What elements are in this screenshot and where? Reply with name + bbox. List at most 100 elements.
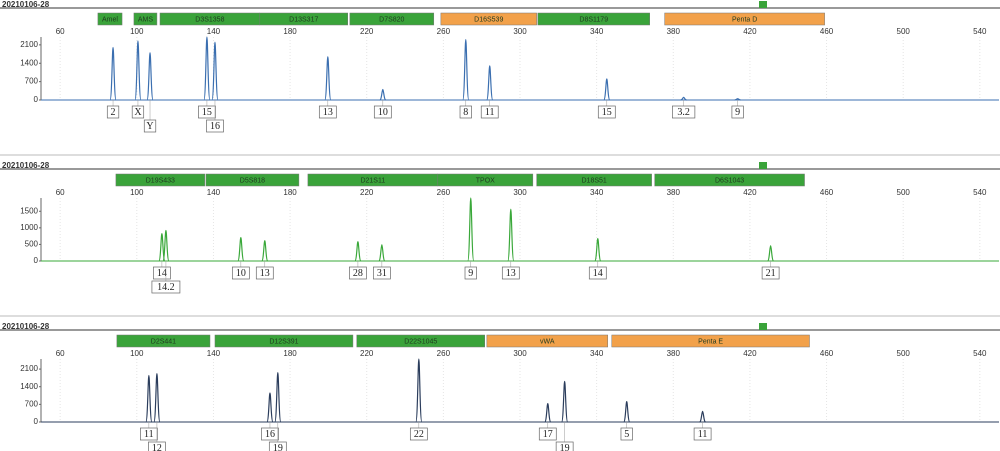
x-tick-label: 340 xyxy=(590,188,604,197)
panel-title: 20210106-28 xyxy=(2,322,50,331)
allele-box xyxy=(349,266,367,280)
peak xyxy=(146,52,154,101)
peak xyxy=(134,40,142,101)
allele-label: 14.2 xyxy=(157,282,175,293)
x-tick-label: 180 xyxy=(283,188,297,197)
x-tick-label: 220 xyxy=(360,188,374,197)
peak xyxy=(203,36,211,101)
peak xyxy=(261,240,269,262)
peak xyxy=(354,241,362,262)
y-tick-label: 1500 xyxy=(20,206,38,215)
allele-box xyxy=(597,105,616,119)
locus-name: TPOX xyxy=(476,177,495,184)
allele-label: 12 xyxy=(152,443,162,451)
x-tick-label: 340 xyxy=(590,27,604,36)
locus-name: D3S1358 xyxy=(195,16,224,23)
panel-title: 20210106-28 xyxy=(2,0,50,9)
panel-indicator xyxy=(759,162,767,169)
peak xyxy=(145,374,153,423)
allele-box xyxy=(409,427,428,441)
x-tick-label: 380 xyxy=(667,27,681,36)
allele-label: 19 xyxy=(273,443,283,451)
x-tick-label: 260 xyxy=(437,349,451,358)
x-tick-label: 180 xyxy=(283,27,297,36)
peak xyxy=(153,372,161,423)
locus-bar xyxy=(205,173,300,187)
locus-bar xyxy=(214,334,354,348)
x-tick-label: 340 xyxy=(590,349,604,358)
x-tick-label: 140 xyxy=(207,188,221,197)
locus-bar xyxy=(537,12,650,26)
allele-label: 31 xyxy=(377,268,387,279)
allele-label: X xyxy=(134,107,142,118)
peak xyxy=(594,238,602,262)
allele-box xyxy=(318,105,337,119)
allele-box xyxy=(620,427,633,441)
y-tick-label: 0 xyxy=(34,95,39,104)
allele-box xyxy=(480,105,499,119)
allele-label: 8 xyxy=(463,107,468,118)
locus-name: D7S820 xyxy=(379,16,404,23)
allele-label: 14 xyxy=(157,268,167,279)
peak xyxy=(561,380,569,423)
peak xyxy=(274,371,282,423)
y-tick-label: 0 xyxy=(34,256,39,265)
locus-name: D5S818 xyxy=(240,177,265,184)
x-tick-label: 140 xyxy=(207,349,221,358)
peak xyxy=(544,402,552,423)
peak xyxy=(462,39,470,101)
x-tick-label: 100 xyxy=(130,188,144,197)
y-tick-label: 2100 xyxy=(20,364,38,373)
locus-name: D19S433 xyxy=(146,177,175,184)
locus-bar xyxy=(115,173,206,187)
allele-label: 13 xyxy=(506,268,516,279)
allele-box xyxy=(198,105,216,119)
allele-label: 11 xyxy=(698,429,708,440)
allele-label: 16 xyxy=(210,121,220,132)
allele-label: 15 xyxy=(202,107,212,118)
allele-label: 5 xyxy=(624,429,629,440)
locus-name: Penta D xyxy=(732,16,757,23)
y-tick-label: 700 xyxy=(25,399,39,408)
x-tick-label: 180 xyxy=(283,349,297,358)
locus-name: D16S539 xyxy=(474,16,503,23)
allele-label: 9 xyxy=(735,107,740,118)
panel-indicator xyxy=(759,323,767,330)
locus-bar xyxy=(97,12,123,26)
peak xyxy=(237,237,245,262)
x-tick-label: 420 xyxy=(743,349,757,358)
locus-name: D6S1043 xyxy=(715,177,744,184)
locus-name: AMS xyxy=(138,16,154,23)
y-tick-label: 1000 xyxy=(20,223,38,232)
peak xyxy=(162,229,170,262)
peak xyxy=(379,88,387,101)
locus-bar xyxy=(437,173,534,187)
peak xyxy=(467,197,475,262)
peak xyxy=(507,208,515,262)
allele-box xyxy=(231,266,250,280)
allele-box xyxy=(373,105,392,119)
x-tick-label: 300 xyxy=(513,27,527,36)
x-tick-label: 60 xyxy=(56,349,65,358)
x-tick-label: 60 xyxy=(56,188,65,197)
locus-name: D2S441 xyxy=(151,338,176,345)
x-tick-label: 540 xyxy=(973,349,987,358)
allele-label: 11 xyxy=(485,107,495,118)
locus-bar xyxy=(356,334,485,348)
x-tick-label: 220 xyxy=(360,27,374,36)
peak xyxy=(415,358,423,423)
allele-box xyxy=(255,266,274,280)
locus-name: D8S1179 xyxy=(579,16,608,23)
locus-name: D21S11 xyxy=(360,177,385,184)
locus-name: D12S391 xyxy=(269,338,298,345)
allele-label: 16 xyxy=(265,429,275,440)
x-tick-label: 220 xyxy=(360,349,374,358)
peak xyxy=(734,98,741,101)
peak xyxy=(767,245,775,262)
locus-name: D18S51 xyxy=(582,177,607,184)
peak xyxy=(603,78,611,101)
x-tick-label: 540 xyxy=(973,27,987,36)
y-tick-label: 500 xyxy=(25,240,39,249)
x-tick-label: 260 xyxy=(437,27,451,36)
